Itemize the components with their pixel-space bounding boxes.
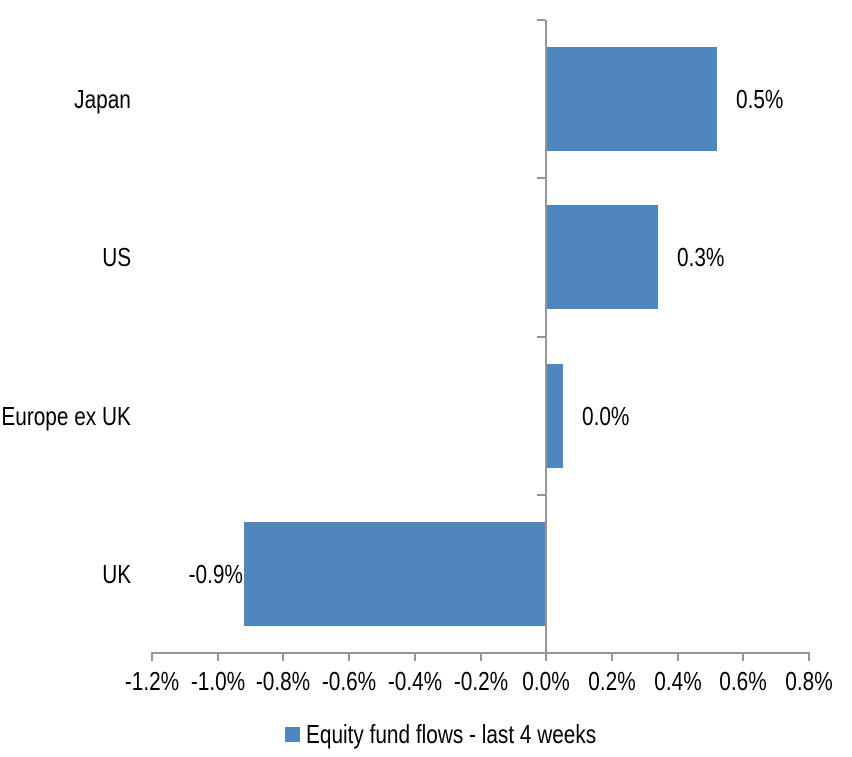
category-axis-tick — [537, 19, 546, 21]
legend: Equity fund flows - last 4 weeks — [285, 718, 669, 749]
bar-japan — [546, 47, 717, 152]
x-axis-tick — [216, 653, 219, 661]
legend-label: Equity fund flows - last 4 weeks — [306, 718, 597, 749]
x-axis-tick — [282, 653, 285, 661]
x-axis-tick — [610, 653, 613, 661]
legend-swatch — [285, 726, 300, 742]
bar-us — [546, 205, 658, 310]
data-label-japan: 0.5% — [736, 84, 784, 115]
data-label-us: 0.3% — [676, 242, 725, 273]
x-axis-tick-label: -0.4% — [387, 666, 442, 696]
data-label-europe-ex-uk: 0.0% — [581, 400, 630, 431]
x-axis-tick-label: -1.0% — [190, 666, 245, 696]
category-label-uk: UK — [102, 558, 131, 589]
category-label-europe-ex-uk: Europe ex UK — [1, 400, 132, 431]
x-axis-tick — [413, 653, 416, 661]
x-axis-tick-label: -0.8% — [256, 666, 311, 696]
value-axis-line — [545, 20, 548, 653]
x-axis-tick — [545, 653, 548, 661]
x-axis-tick-label: -0.6% — [321, 666, 377, 696]
x-axis-tick — [348, 653, 351, 661]
category-axis-tick — [537, 335, 546, 338]
x-axis-tick-label: 0.4% — [653, 666, 702, 696]
category-label-us: US — [102, 242, 131, 273]
category-axis-tick — [537, 177, 546, 180]
x-axis-tick-label: -0.2% — [453, 666, 508, 696]
x-axis-tick — [808, 653, 810, 661]
x-axis-tick-label: 0.0% — [522, 666, 570, 696]
bar-europe-ex-uk — [546, 363, 563, 468]
x-axis-tick-label: 0.2% — [588, 666, 636, 696]
x-axis-tick — [742, 653, 745, 661]
category-axis-tick — [537, 493, 546, 496]
category-label-japan: Japan — [74, 84, 131, 115]
x-axis-tick-label: 0.6% — [719, 666, 767, 696]
x-axis-tick — [151, 653, 153, 661]
x-axis-tick — [676, 653, 679, 661]
x-axis-tick — [479, 653, 482, 661]
x-axis-tick-label: -1.2% — [124, 666, 180, 696]
bar-uk — [243, 521, 547, 626]
x-axis-tick-label: 0.8% — [785, 666, 833, 696]
data-label-uk: -0.9% — [188, 558, 243, 589]
